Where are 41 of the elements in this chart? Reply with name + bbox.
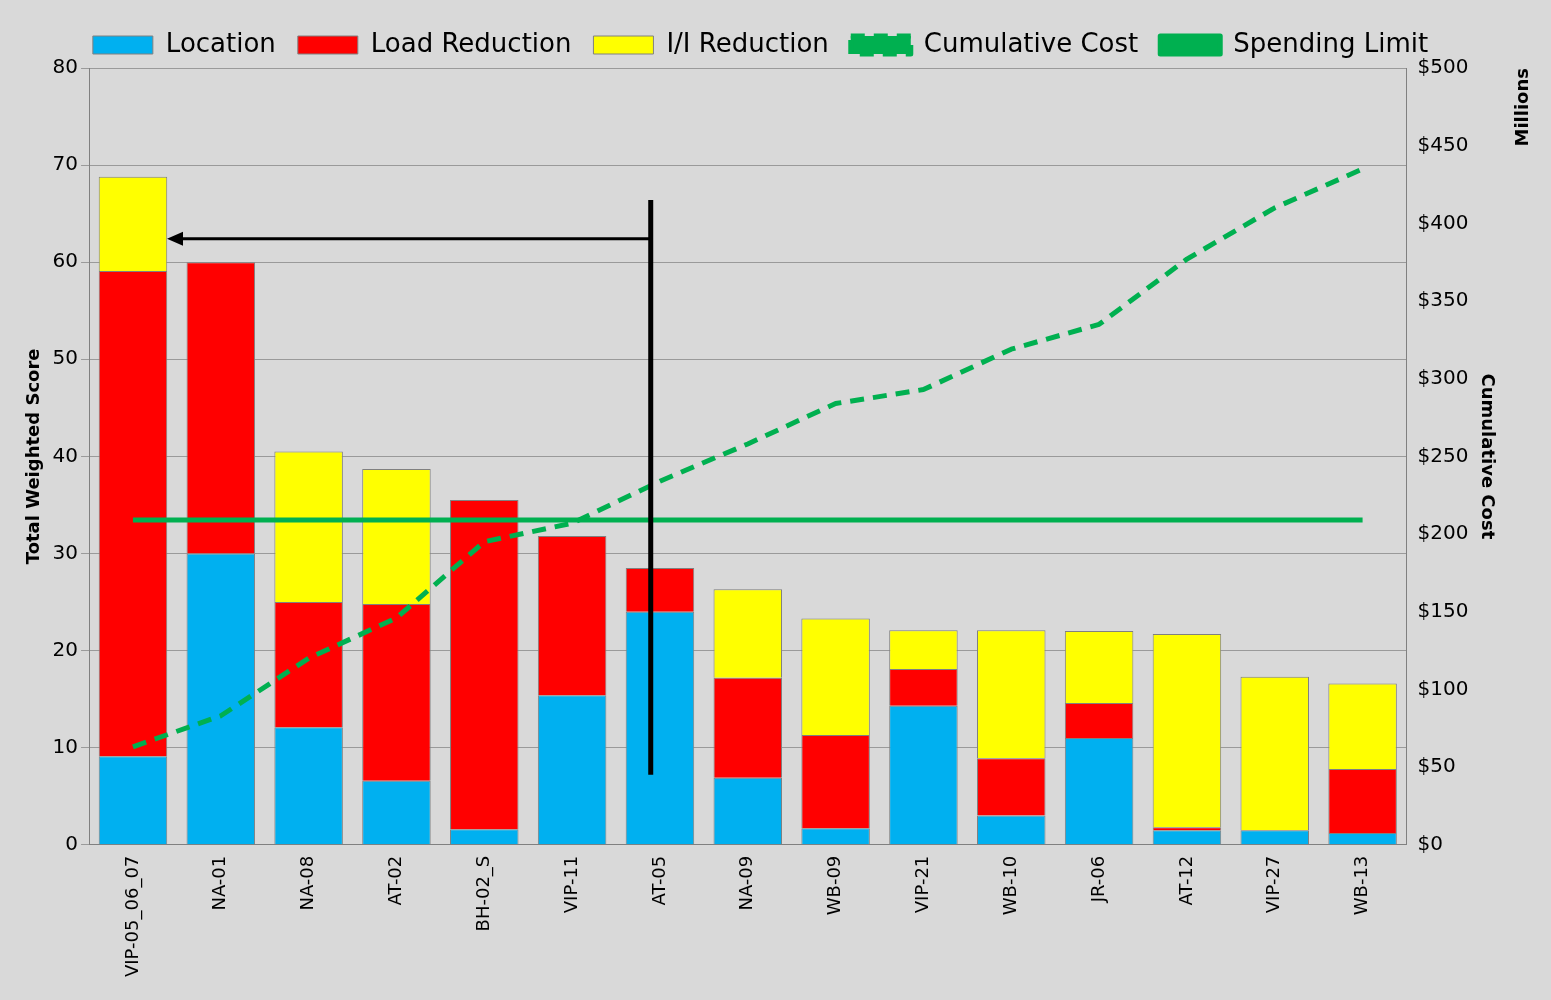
- x-tick-label: VIP-27: [1262, 855, 1284, 914]
- y2-axis-title: Cumulative Cost: [1477, 373, 1499, 540]
- x-tick-label: VIP-11: [559, 855, 581, 914]
- x-tick-label: VIP-21: [911, 855, 933, 914]
- y-tick-label: 50: [52, 345, 79, 370]
- y2-tick-label: $400: [1417, 209, 1469, 234]
- y-tick-label: 60: [52, 248, 79, 273]
- y-tick-label: 80: [52, 54, 79, 79]
- x-tick-label: VIP-05_06_07: [120, 855, 143, 978]
- x-tick-label: NA-09: [735, 855, 757, 911]
- x-tick-label: BH-02_S: [471, 855, 494, 932]
- y-tick-label: 30: [52, 539, 79, 564]
- legend-label: Cumulative Cost: [923, 27, 1139, 58]
- y-tick-label: 10: [52, 733, 79, 758]
- y2-tick-label: $350: [1417, 287, 1469, 312]
- y2-tick-label: $150: [1417, 597, 1469, 622]
- y2-tick-label: $0: [1417, 830, 1443, 855]
- legend-label: Load Reduction: [370, 27, 572, 58]
- y2-tick-label: $300: [1417, 364, 1469, 389]
- y-axis-title: Total Weighted Score: [22, 348, 44, 565]
- x-tick-label: WB-13: [1350, 855, 1372, 916]
- text: Millions: [1510, 68, 1532, 147]
- y-tick-label: 20: [52, 636, 79, 661]
- y2-tick-label: $200: [1417, 520, 1469, 545]
- legend-label: Location: [165, 27, 276, 58]
- y-tick-label: 0: [65, 830, 79, 855]
- y2-tick-label: $50: [1417, 753, 1456, 778]
- legend-label: I/I Reduction: [666, 27, 829, 58]
- y2-tick-label: $450: [1417, 131, 1469, 156]
- y-tick-label: 70: [52, 151, 79, 176]
- y2-tick-label: $250: [1417, 442, 1469, 467]
- x-tick-label: JR-06: [1086, 855, 1108, 904]
- x-tick-label: WB-10: [998, 855, 1020, 916]
- x-tick-label: AT-12: [1174, 855, 1196, 906]
- y-tick-label: 40: [52, 442, 79, 467]
- x-tick-label: WB-09: [823, 855, 845, 916]
- x-tick-label: NA-08: [296, 855, 318, 911]
- x-tick-label: AT-05: [647, 855, 669, 906]
- x-tick-label: NA-01: [208, 855, 230, 911]
- x-tick-label: AT-02: [384, 855, 406, 906]
- y2-tick-label: $100: [1417, 675, 1469, 700]
